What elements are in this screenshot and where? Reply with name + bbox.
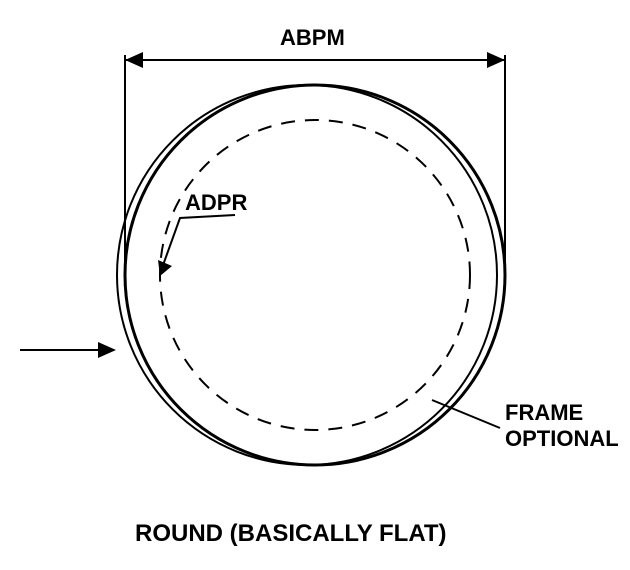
frame-label-line2: OPTIONAL	[505, 426, 619, 452]
dim-arrow-right	[487, 52, 505, 68]
diagram-svg	[0, 0, 630, 570]
frame-label-line1: FRAME	[505, 400, 583, 426]
outer-circle	[125, 85, 505, 465]
abpm-label: ABPM	[280, 25, 345, 51]
adpr-label: ADPR	[185, 190, 247, 216]
title-label: ROUND (BASICALLY FLAT)	[135, 520, 447, 548]
diagram-stage: ABPM ADPR FRAME OPTIONAL ROUND (BASICALL…	[0, 0, 630, 570]
offset-outline-circle	[117, 85, 497, 465]
frame-leader	[432, 400, 500, 428]
inner-dashed-circle	[160, 120, 470, 430]
dim-arrow-left	[125, 52, 143, 68]
thickness-arrow	[98, 342, 116, 358]
adpr-leader	[162, 215, 235, 268]
